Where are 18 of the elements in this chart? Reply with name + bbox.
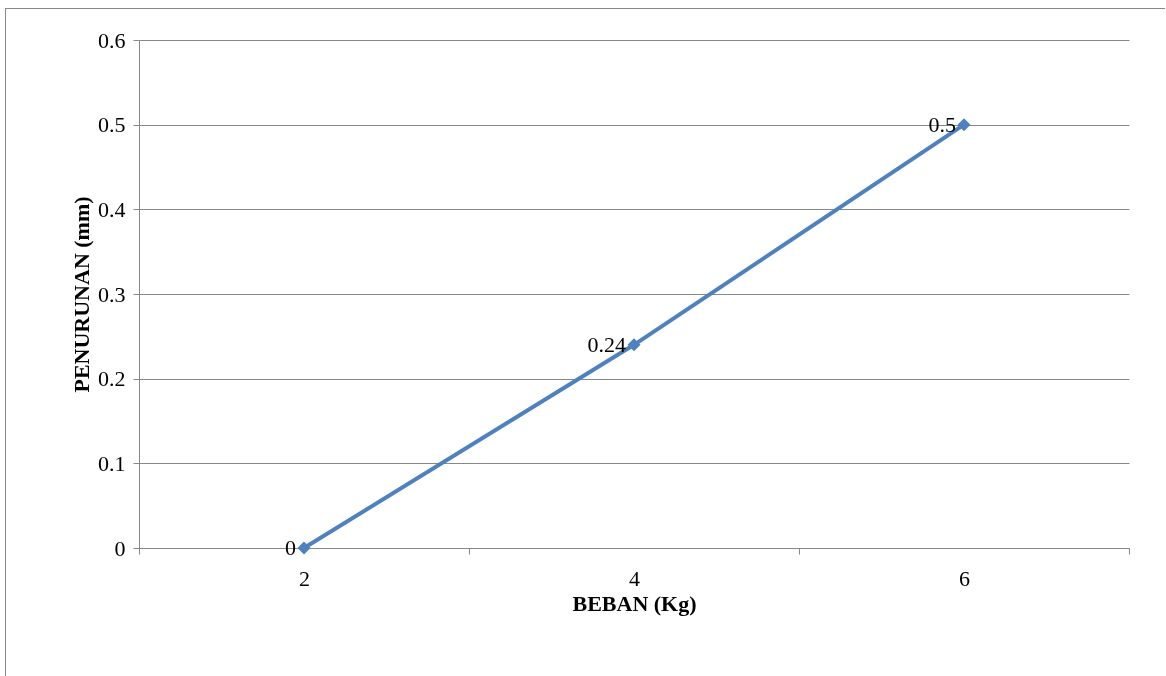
y-tick-label: 0.2	[98, 366, 126, 392]
x-tick-label: 4	[629, 565, 640, 591]
x-tick-label: 2	[299, 565, 310, 591]
point	[627, 338, 641, 352]
x-tick-label: 6	[959, 565, 970, 591]
y-tick-label: 0.6	[98, 27, 126, 53]
x-axis-title: BEBAN (Kg)	[572, 590, 697, 616]
y-tick-label: 0.5	[98, 112, 126, 138]
y-tick-label: 0.3	[98, 281, 126, 307]
y-tick-label: 0.4	[98, 196, 126, 222]
y-tick-label: 0.1	[98, 450, 126, 476]
data-label: 0.5	[928, 111, 956, 137]
y-axis-title: PENURUNAN (mm)	[69, 196, 94, 393]
data-label: 0	[285, 535, 296, 560]
y-tick-label: 0	[114, 535, 126, 561]
data-label: 0.24	[587, 331, 626, 357]
point	[957, 118, 971, 132]
point	[297, 541, 311, 555]
